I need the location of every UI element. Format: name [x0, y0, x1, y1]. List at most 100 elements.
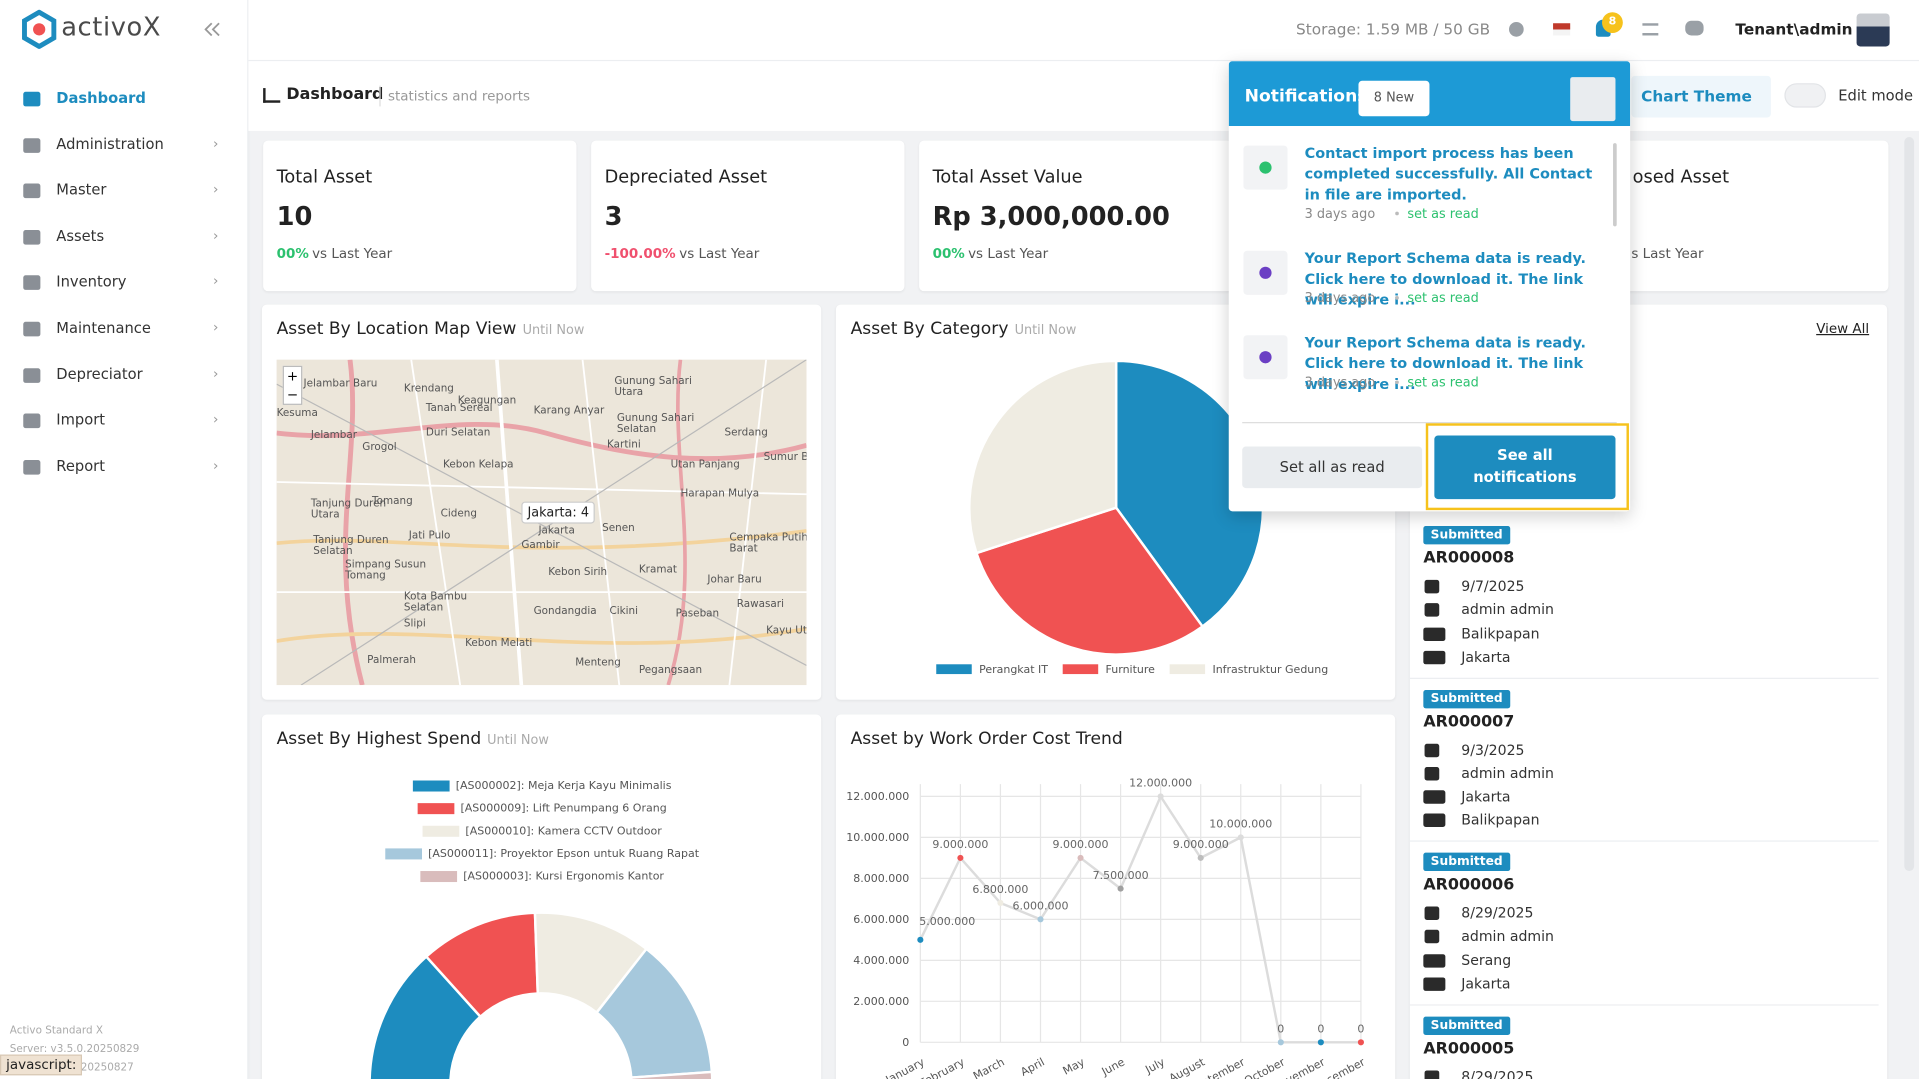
request-date: 9/7/2025: [1461, 577, 1525, 595]
map-place: Rawasari: [736, 598, 784, 611]
panel-title: Asset by Work Order Cost Trend: [850, 729, 1123, 749]
request-code[interactable]: AR000006: [1423, 875, 1515, 895]
edit-mode: Edit mode: [1838, 86, 1913, 104]
notification-text[interactable]: Your Report Schema data is ready. Click …: [1304, 333, 1587, 393]
storage: Storage: 1.59 MB / 50 GB: [1296, 19, 1491, 38]
list-scrollbar: [1613, 143, 1617, 227]
map-place: Harapan Mulya: [680, 488, 760, 501]
map-place: Tanjung Duren Selatan: [313, 534, 389, 558]
request-code[interactable]: AR000005: [1423, 1039, 1515, 1058]
header-icon: [263, 88, 281, 103]
edit-toggle[interactable]: [1784, 83, 1826, 108]
notification-text[interactable]: Your Report Schema data is ready. Click …: [1304, 249, 1587, 309]
card-value: 3: [604, 201, 623, 232]
map-place: Pegangsaan: [638, 664, 703, 677]
request-to: Jakarta: [1461, 648, 1511, 666]
menu-item[interactable]: Report: [56, 457, 105, 475]
flag-icon[interactable]: [1553, 23, 1571, 36]
set-as-read[interactable]: set as read: [1407, 206, 1479, 222]
menu-icon: [23, 413, 41, 429]
menu-item[interactable]: Inventory: [56, 273, 127, 291]
row-icon: [1424, 766, 1440, 781]
panel-subtitle: Until Now: [487, 732, 549, 748]
panel: [835, 714, 1396, 1079]
menu-item[interactable]: Administration: [56, 135, 164, 153]
menu-icon: [23, 229, 41, 245]
collapse-icon[interactable]: [204, 22, 221, 37]
menu-chevron: ›: [212, 457, 219, 474]
header-divider: [379, 85, 381, 107]
stat-card: [919, 140, 1233, 292]
sidebar: [0, 0, 249, 1079]
map-place: Paseban: [675, 608, 720, 621]
menu-item[interactable]: Dashboard: [56, 89, 146, 107]
map-place: Kebon Kelapa: [443, 458, 514, 471]
dot: [1395, 296, 1399, 300]
request-from: Balikpapan: [1461, 624, 1540, 642]
separator: [1409, 840, 1879, 842]
row-icon: [1423, 790, 1446, 804]
topbar: [248, 0, 1919, 62]
settings-button[interactable]: [1570, 77, 1616, 122]
map-place: Johar Baru: [707, 573, 762, 586]
menu-item[interactable]: Assets: [56, 227, 105, 245]
divider: [1242, 422, 1617, 424]
row-icon: [1424, 1069, 1440, 1079]
card-suffix: vs Last Year: [312, 245, 393, 262]
menu-item[interactable]: Import: [56, 411, 106, 429]
menu-item[interactable]: Maintenance: [56, 319, 151, 337]
header-subtitle: statistics and reports: [387, 88, 531, 104]
card-value: 10: [276, 201, 313, 232]
request-code[interactable]: AR000007: [1423, 712, 1515, 731]
map-place: Krendang: [403, 382, 454, 396]
row-icon: [1423, 953, 1446, 968]
notification-text[interactable]: Contact import process has been complete…: [1304, 144, 1593, 204]
map-place: Sumur Batu: [763, 451, 807, 464]
request-date: 9/3/2025: [1461, 740, 1525, 758]
menu-item[interactable]: Master: [56, 181, 107, 199]
theme-button[interactable]: Chart Theme: [1631, 75, 1771, 118]
card-value: Rp 3,000,000.00: [932, 201, 1170, 232]
card-suffix: s Last Year: [1631, 245, 1704, 262]
map-place: Jelambar: [310, 429, 357, 442]
view-all[interactable]: View All: [1816, 320, 1870, 337]
help-icon[interactable]: [1509, 22, 1524, 37]
request-user: admin admin: [1461, 764, 1554, 782]
chat-icon[interactable]: [1685, 20, 1704, 36]
status-badge: Submitted: [1423, 852, 1511, 872]
status-badge: Submitted: [1423, 526, 1511, 545]
avatar[interactable]: [1856, 13, 1890, 47]
map-place: Grogol: [362, 441, 397, 454]
tasks-icon[interactable]: [1642, 23, 1659, 36]
logo: [22, 9, 57, 49]
menu-icon: [23, 459, 41, 475]
request-user: admin admin: [1461, 927, 1554, 945]
map-place: Kramat: [638, 563, 677, 577]
map-place: Palmerah: [367, 654, 417, 667]
menu-icon: [23, 367, 41, 383]
map-zoom[interactable]: + −: [282, 365, 303, 405]
see-all[interactable]: See all notifications: [1434, 435, 1616, 500]
map-place: Senen: [602, 522, 635, 535]
map-place: Serdang: [724, 426, 768, 440]
set-as-read[interactable]: set as read: [1407, 291, 1479, 306]
set-as-read[interactable]: set as read: [1407, 375, 1479, 391]
dot: [1395, 380, 1399, 385]
map-place: Menteng: [575, 656, 621, 670]
row-icon: [1423, 977, 1446, 991]
request-code[interactable]: AR000008: [1423, 549, 1515, 568]
notification-icon: [1259, 351, 1272, 364]
map-place: Gambir: [521, 539, 560, 552]
menu-chevron: ›: [212, 365, 219, 382]
map-place: Gunung Sahari Utara: [614, 375, 692, 399]
notification-time: 3 days ago: [1304, 206, 1376, 222]
panel-title: Asset By Category: [850, 319, 1009, 339]
card-title: osed Asset: [1632, 167, 1730, 188]
notification-header: [1228, 61, 1631, 127]
set-all-read[interactable]: Set all as read: [1242, 446, 1423, 489]
map-place: Karang Anyar: [533, 404, 605, 418]
menu-item[interactable]: Depreciator: [56, 365, 143, 383]
header-title: Dashboard: [286, 85, 384, 104]
card-title: Total Asset: [276, 167, 373, 188]
user-name[interactable]: Tenant\admin: [1735, 19, 1853, 38]
